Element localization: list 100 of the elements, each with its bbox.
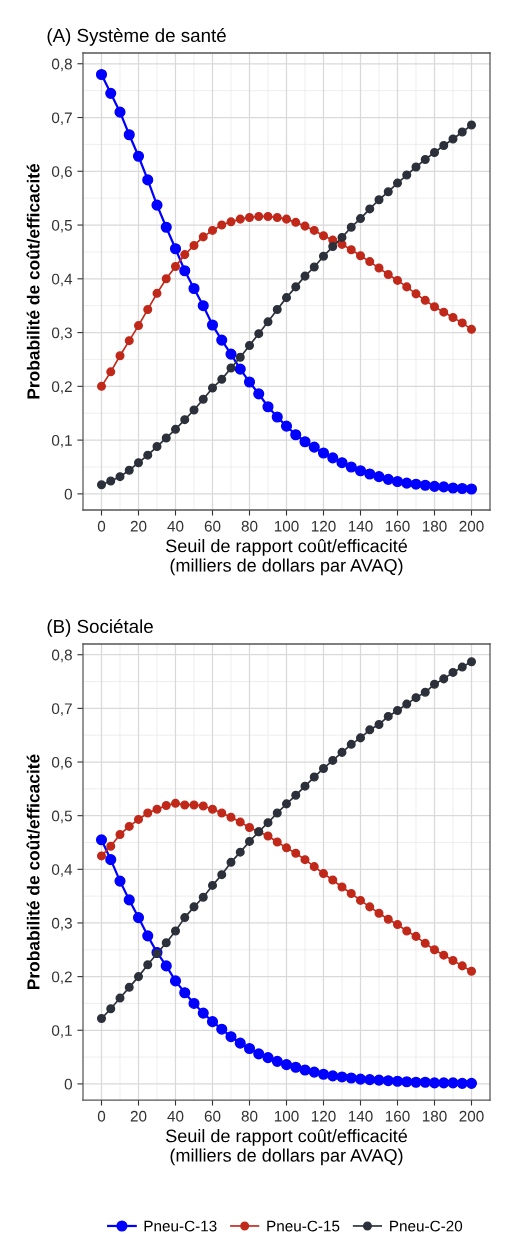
point [309, 225, 319, 235]
point [142, 930, 154, 942]
point [291, 848, 301, 858]
point [318, 869, 329, 879]
point [439, 307, 449, 317]
point [374, 263, 384, 273]
point [318, 231, 329, 241]
point [466, 120, 477, 130]
point [262, 401, 274, 413]
point [309, 262, 319, 272]
point [170, 926, 181, 936]
point [457, 318, 467, 328]
point [346, 245, 356, 255]
point [271, 411, 283, 423]
point [133, 814, 144, 824]
point [391, 1075, 404, 1087]
point [354, 1073, 367, 1085]
point [309, 772, 319, 782]
point [160, 221, 172, 233]
point [114, 875, 126, 887]
point [207, 383, 218, 393]
point [337, 747, 347, 757]
point [466, 657, 477, 667]
point [207, 225, 218, 235]
x-axis-title: Seuil de rapport coût/efficacité (milliers de dollars par AVAQ) [166, 1128, 407, 1166]
point [374, 719, 384, 729]
point [281, 843, 292, 853]
point [290, 429, 302, 441]
point [106, 367, 116, 377]
point [438, 1077, 450, 1089]
point [402, 170, 412, 180]
point [217, 220, 227, 230]
point [234, 1037, 246, 1049]
point [420, 687, 430, 697]
y-tick-label: 0,2 [51, 971, 72, 985]
point [170, 424, 181, 434]
point [244, 213, 255, 223]
x-tick-label: 200 [459, 520, 484, 532]
point [318, 763, 329, 773]
point [169, 975, 182, 987]
point [180, 415, 190, 425]
point [206, 319, 219, 331]
point [254, 211, 264, 221]
y-tick-label: 0,2 [51, 381, 72, 394]
point [355, 895, 366, 905]
point [207, 880, 218, 890]
point [364, 1074, 376, 1086]
x-tick-label: 160 [385, 1110, 410, 1122]
point [180, 250, 190, 260]
point [143, 304, 153, 314]
point [299, 1064, 311, 1076]
point [262, 1052, 274, 1064]
point [225, 1031, 237, 1043]
point [105, 854, 117, 866]
point [355, 733, 366, 743]
point [189, 405, 199, 415]
y-tick-label: 0,8 [51, 649, 72, 663]
point [419, 479, 431, 491]
point [328, 755, 338, 765]
point [253, 388, 265, 400]
point [188, 997, 200, 1009]
y-tick-label: 0,7 [51, 112, 72, 126]
point [96, 1013, 107, 1023]
point [105, 87, 117, 99]
point [456, 482, 468, 495]
point [160, 960, 172, 972]
point [124, 336, 134, 346]
point [299, 436, 311, 448]
point [466, 966, 477, 976]
point [281, 293, 292, 303]
point [96, 381, 107, 391]
point [243, 1042, 256, 1055]
y-tick-label: 0 [64, 1078, 72, 1090]
point [465, 1077, 478, 1089]
point [217, 870, 227, 880]
point [317, 447, 330, 459]
point [392, 920, 403, 930]
point [402, 699, 412, 709]
x-tick-label: 180 [422, 520, 447, 532]
point [272, 304, 282, 314]
point [188, 282, 200, 295]
point [300, 271, 310, 281]
point [448, 956, 458, 966]
legend-label: Pneu-C-20 [390, 1220, 463, 1232]
point [336, 457, 348, 469]
point [291, 217, 301, 227]
point [206, 1016, 219, 1028]
x-tick-label: 20 [130, 1110, 147, 1122]
y-tick-label: 0,8 [51, 58, 72, 72]
point [234, 363, 246, 375]
y-tick-label: 0,4 [51, 864, 73, 877]
point [272, 213, 282, 223]
point [290, 1061, 302, 1073]
x-tick-label: 120 [311, 1110, 336, 1122]
point [420, 938, 430, 948]
point [308, 441, 320, 453]
x-tick-label: 160 [385, 520, 410, 532]
point [152, 288, 162, 298]
point [411, 693, 421, 703]
point [142, 174, 154, 186]
